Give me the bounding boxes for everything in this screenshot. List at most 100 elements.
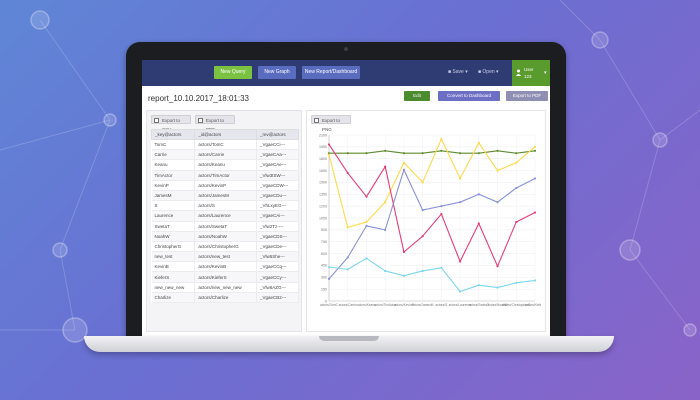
table-cell: actors/new_new_new <box>194 282 258 293</box>
table-row[interactable]: TomC actors/TomC _VgaeCCi--- <box>151 139 299 151</box>
data-point <box>402 161 406 164</box>
user-menu[interactable]: User 123 ▾ <box>512 60 550 86</box>
data-point <box>384 201 387 204</box>
table-cell: _Vlw3tSW--- <box>256 170 299 181</box>
data-point <box>458 201 462 204</box>
data-point <box>402 168 406 171</box>
table-row[interactable]: TimActor actors/TimActor _Vlw3tSW--- <box>151 170 299 181</box>
open-dropdown[interactable]: ■ Open ▾ <box>478 68 499 77</box>
data-point <box>327 265 331 269</box>
column-header[interactable]: _key@actors <box>150 129 196 140</box>
column-header[interactable]: _rev@actors <box>256 129 299 140</box>
table-row[interactable]: Laurence actors/Laurence _VgaeCAi--- <box>151 210 299 222</box>
data-point <box>346 171 349 175</box>
table-cell: actors/KevinB <box>194 261 258 273</box>
data-point <box>515 152 518 155</box>
y-tick-label: 1800 <box>319 157 327 161</box>
export-csv-button[interactable]: Export to CSV <box>151 115 191 132</box>
table-row[interactable]: SwetaT actors/SwetaT _Vlw2Tz---- <box>151 221 299 232</box>
table-row[interactable]: NoahW actors/NoahW _VgaeCDS--- <box>151 231 299 242</box>
table-row[interactable]: KevinB actors/KevinB _VgaeCCq--- <box>151 261 299 273</box>
table-cell: actors/NoahW <box>194 231 258 242</box>
y-tick-label: 450 <box>321 264 327 268</box>
table-cell: actors/JamesM <box>194 190 258 202</box>
results-table: _key@actors _id@actors _rev@actors TomC a… <box>150 129 299 304</box>
data-point <box>458 152 462 155</box>
new-report-button[interactable]: New Report/Dashboard <box>302 66 360 79</box>
data-point <box>458 260 462 263</box>
user-icon <box>516 69 521 76</box>
data-point <box>440 212 443 216</box>
table-cell: _Vlw2Tz---- <box>256 221 299 232</box>
table-cell: JamesM <box>151 190 196 202</box>
data-point <box>421 181 424 184</box>
table-cell: actors/Keanu <box>194 159 258 171</box>
export-pdf-button[interactable]: Export to PDF <box>195 115 235 132</box>
data-point <box>458 177 462 180</box>
series-line <box>328 144 536 267</box>
csv-file-icon <box>154 117 159 123</box>
data-point <box>346 268 349 271</box>
table-cell: Laurence <box>151 210 196 222</box>
table-row[interactable]: new_test actors/new_test _Vlw5She--- <box>151 251 299 263</box>
table-cell: _Vlw6AZG--- <box>256 282 299 293</box>
data-point <box>533 211 537 214</box>
table-cell: actors/ChristopherG <box>194 241 258 253</box>
table-row[interactable]: new_new_new actors/new_new_new _Vlw6AZG--- <box>151 282 299 293</box>
data-point <box>402 250 406 254</box>
y-tick-label: 1500 <box>319 181 327 185</box>
save-dropdown[interactable]: ■ Save ▾ <box>448 68 468 77</box>
table-cell: actors/Charlize <box>194 292 258 304</box>
data-point <box>327 152 331 155</box>
data-point <box>365 257 368 260</box>
table-cell: _VgaeCDe--- <box>256 241 299 253</box>
table-row[interactable]: KevinP actors/KevinP _VgaeCDW--- <box>151 180 299 191</box>
data-point <box>346 226 349 229</box>
column-header[interactable]: _id@actors <box>194 129 258 140</box>
data-point <box>440 266 443 269</box>
data-point <box>421 152 424 155</box>
data-point <box>421 235 424 238</box>
table-row[interactable]: Charlize actors/Charlize _VgaeCB2--- <box>151 292 299 304</box>
table-row[interactable]: KieferS actors/KieferS _VgaeCCy--- <box>151 271 299 283</box>
x-tick-label: actors/JamesM <box>412 303 434 307</box>
edit-button[interactable]: Edit <box>404 91 430 101</box>
data-point <box>515 281 518 284</box>
data-point <box>346 152 349 155</box>
table-row[interactable]: Carrie actors/Carrie _VgaeCAa--- <box>151 149 299 161</box>
table-header-row: _key@actors _id@actors _rev@actors <box>150 129 299 140</box>
table-row[interactable]: JamesM actors/JamesM _VgaeCDu--- <box>151 190 299 202</box>
convert-dashboard-button[interactable]: Convert to Dashboard <box>438 91 500 101</box>
export-png-label: Export to PNG <box>322 118 341 132</box>
data-point <box>533 279 537 282</box>
data-point <box>458 290 462 293</box>
table-cell: _VgaeCAa--- <box>256 149 299 161</box>
new-graph-button[interactable]: New Graph <box>258 66 296 79</box>
data-point <box>327 153 331 156</box>
chevron-down-icon: ▾ <box>496 69 499 75</box>
table-row[interactable]: Keanu actors/Keanu _VgaeCAe--- <box>151 159 299 171</box>
table-cell: actors/KevinP <box>194 180 258 191</box>
table-cell: SwetaT <box>151 221 196 232</box>
report-title: report_10.10.2017_18:01:33 <box>148 94 249 103</box>
data-point <box>402 152 406 155</box>
export-pdf-top-button[interactable]: Export to PDF <box>506 91 548 101</box>
table-cell: TimActor <box>151 170 196 181</box>
x-tick-label: actors/ChristopherG <box>502 303 531 307</box>
data-point <box>365 152 368 155</box>
top-navbar: New Query New Graph New Report/Dashboard… <box>142 60 550 86</box>
export-pdf-top-label: Export to PDF <box>512 93 542 98</box>
save-icon: ■ <box>448 69 452 75</box>
y-tick-label: 1200 <box>319 204 327 208</box>
line-chart: 0 150 300 450 600 750 900 1050 1200 1350 1500 1650 1… <box>319 133 541 307</box>
table-row[interactable]: ChristopherG actors/ChristopherG _VgaeCDe-… <box>151 241 299 253</box>
x-tick-label: actors/Laurence <box>449 303 472 307</box>
export-png-button[interactable]: Export to PNG <box>311 115 351 132</box>
chevron-down-icon: ▾ <box>465 69 468 75</box>
table-cell: _VgaeCDu--- <box>256 190 299 202</box>
y-tick-label: 1350 <box>319 193 327 197</box>
new-query-button[interactable]: New Query <box>214 66 252 79</box>
data-point <box>384 269 387 273</box>
